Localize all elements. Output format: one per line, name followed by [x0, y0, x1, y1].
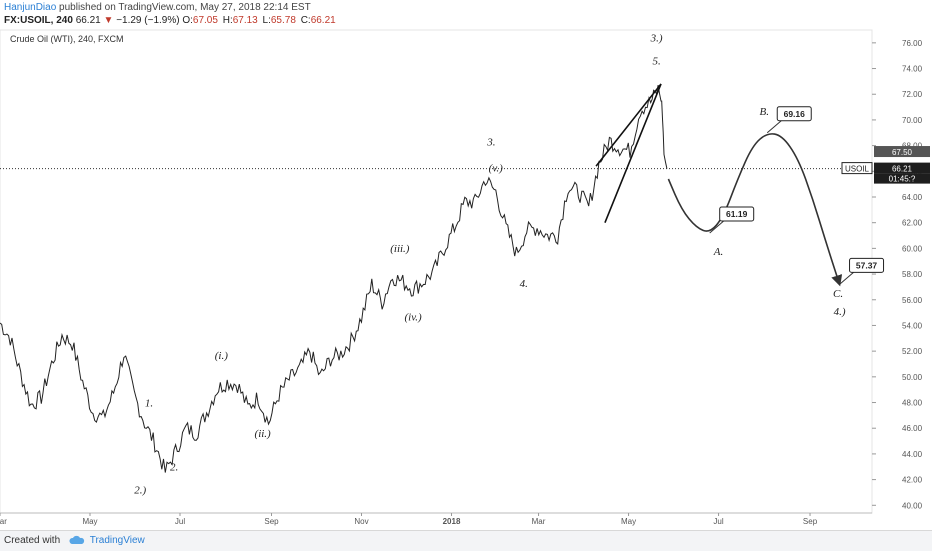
close-label: C: [300, 15, 311, 26]
wave-label: 3. [486, 137, 495, 149]
wave-label: (iii.) [390, 243, 410, 255]
open-label: O: [182, 15, 193, 26]
y-tick-label: 52.00 [902, 347, 923, 356]
wave-label: (i.) [215, 350, 228, 362]
low-value: 65.78 [270, 15, 296, 26]
wave-label: (iv.) [405, 311, 423, 323]
wave-label: C. [833, 288, 843, 300]
wave-label: 3.) [650, 33, 663, 45]
x-tick-label: Sep [264, 517, 279, 526]
y-tick-label: 58.00 [902, 270, 923, 279]
high-label: H: [222, 15, 233, 26]
target-pointer [709, 220, 725, 234]
target-box [849, 257, 885, 273]
target-label: 69.16 [784, 109, 806, 119]
price-marker-tag [874, 146, 930, 158]
chart-header: HanjunDiao published on TradingView.com,… [0, 0, 932, 30]
ohlc-line: FX:USOIL, 240 66.21 ▼ −1.29 (−1.9%) O:67… [4, 15, 338, 26]
target-label: 61.19 [726, 209, 748, 219]
close-value: 66.21 [310, 15, 336, 26]
wave-label: A. [713, 246, 723, 258]
y-tick-label: 44.00 [902, 450, 923, 459]
plot-frame [0, 29, 873, 514]
x-tick-label: Sep [803, 517, 818, 526]
wedge-line [604, 83, 662, 223]
published-text: published on TradingView.com, May 27, 20… [59, 2, 311, 13]
y-tick-label: 62.00 [902, 219, 923, 228]
target-box [719, 206, 755, 222]
x-tick-label: Mar [532, 517, 546, 526]
x-tick-label: Nov [354, 517, 368, 526]
wave-label: 4.) [834, 306, 846, 318]
price-chart[interactable]: 61.19 69.16 57.37 1. 2. 2.) (i.) (ii.) (iii.) (iv… [0, 0, 932, 530]
x-tick-label: May [82, 517, 97, 526]
publish-line: HanjunDiao published on TradingView.com,… [4, 2, 311, 13]
y-tick-label: 40.00 [902, 501, 923, 510]
tradingview-brand[interactable]: TradingView [89, 535, 145, 546]
y-tick-label: 42.00 [902, 476, 923, 485]
y-tick-label: 50.00 [902, 373, 923, 382]
wave-label: (ii.) [255, 428, 272, 440]
x-tick-label: Mar [0, 517, 7, 526]
countdown-tag [874, 173, 930, 184]
high-value: 67.13 [232, 15, 258, 26]
y-tick-label: 54.00 [902, 321, 923, 330]
target-label: 57.37 [856, 260, 878, 270]
wave-label: (v.) [489, 162, 503, 174]
x-tick-label: Jul [713, 517, 723, 526]
y-tick-label: 48.00 [902, 399, 923, 408]
target-box [776, 106, 812, 122]
footer-bar: Created with TradingView [0, 530, 932, 551]
wave-label: 2.) [134, 485, 146, 497]
x-tick-label: 2018 [443, 517, 461, 526]
current-price-tag [874, 162, 930, 174]
x-tick-label: May [621, 517, 636, 526]
price-series-line [0, 85, 668, 473]
y-tick-label: 74.00 [902, 65, 923, 74]
price-change: −1.29 (−1.9%) [116, 15, 180, 26]
last-price: 66.21 [75, 15, 101, 26]
countdown-text: 01:45:? [889, 175, 916, 184]
open-value: 67.05 [192, 15, 218, 26]
wave-label: 2. [170, 462, 178, 474]
x-tick-label: Jul [175, 517, 185, 526]
y-tick-label: 56.00 [902, 296, 923, 305]
tradingview-cloud-icon [69, 536, 85, 545]
target-pointer [766, 120, 782, 134]
low-label: L: [262, 15, 271, 26]
wedge-line [595, 83, 662, 167]
created-with-text: Created with [4, 535, 61, 546]
author-link[interactable]: HanjunDiao [4, 2, 57, 13]
price-marker-text: 67.50 [892, 148, 913, 157]
wave-label: 5. [652, 56, 660, 68]
wave-label: 1. [145, 397, 153, 409]
y-tick-label: 70.00 [902, 116, 923, 125]
symbol-tag [841, 162, 873, 175]
y-tick-label: 72.00 [902, 90, 923, 99]
chart-title: Crude Oil (WTI), 240, FXCM [10, 34, 124, 44]
projection-path [667, 133, 843, 287]
symbol-tag-text: USOIL [845, 165, 870, 174]
current-price-text: 66.21 [892, 165, 913, 174]
y-tick-label: 60.00 [902, 244, 923, 253]
y-tick-label: 46.00 [902, 424, 923, 433]
symbol-label[interactable]: FX:USOIL, 240 [4, 15, 73, 26]
target-pointer [839, 271, 854, 285]
y-tick-label: 76.00 [902, 39, 923, 48]
y-tick-label: 64.00 [902, 193, 923, 202]
wave-label: 4. [520, 278, 528, 290]
down-triangle-icon: ▼ [103, 15, 114, 26]
wave-label: B. [760, 106, 769, 118]
